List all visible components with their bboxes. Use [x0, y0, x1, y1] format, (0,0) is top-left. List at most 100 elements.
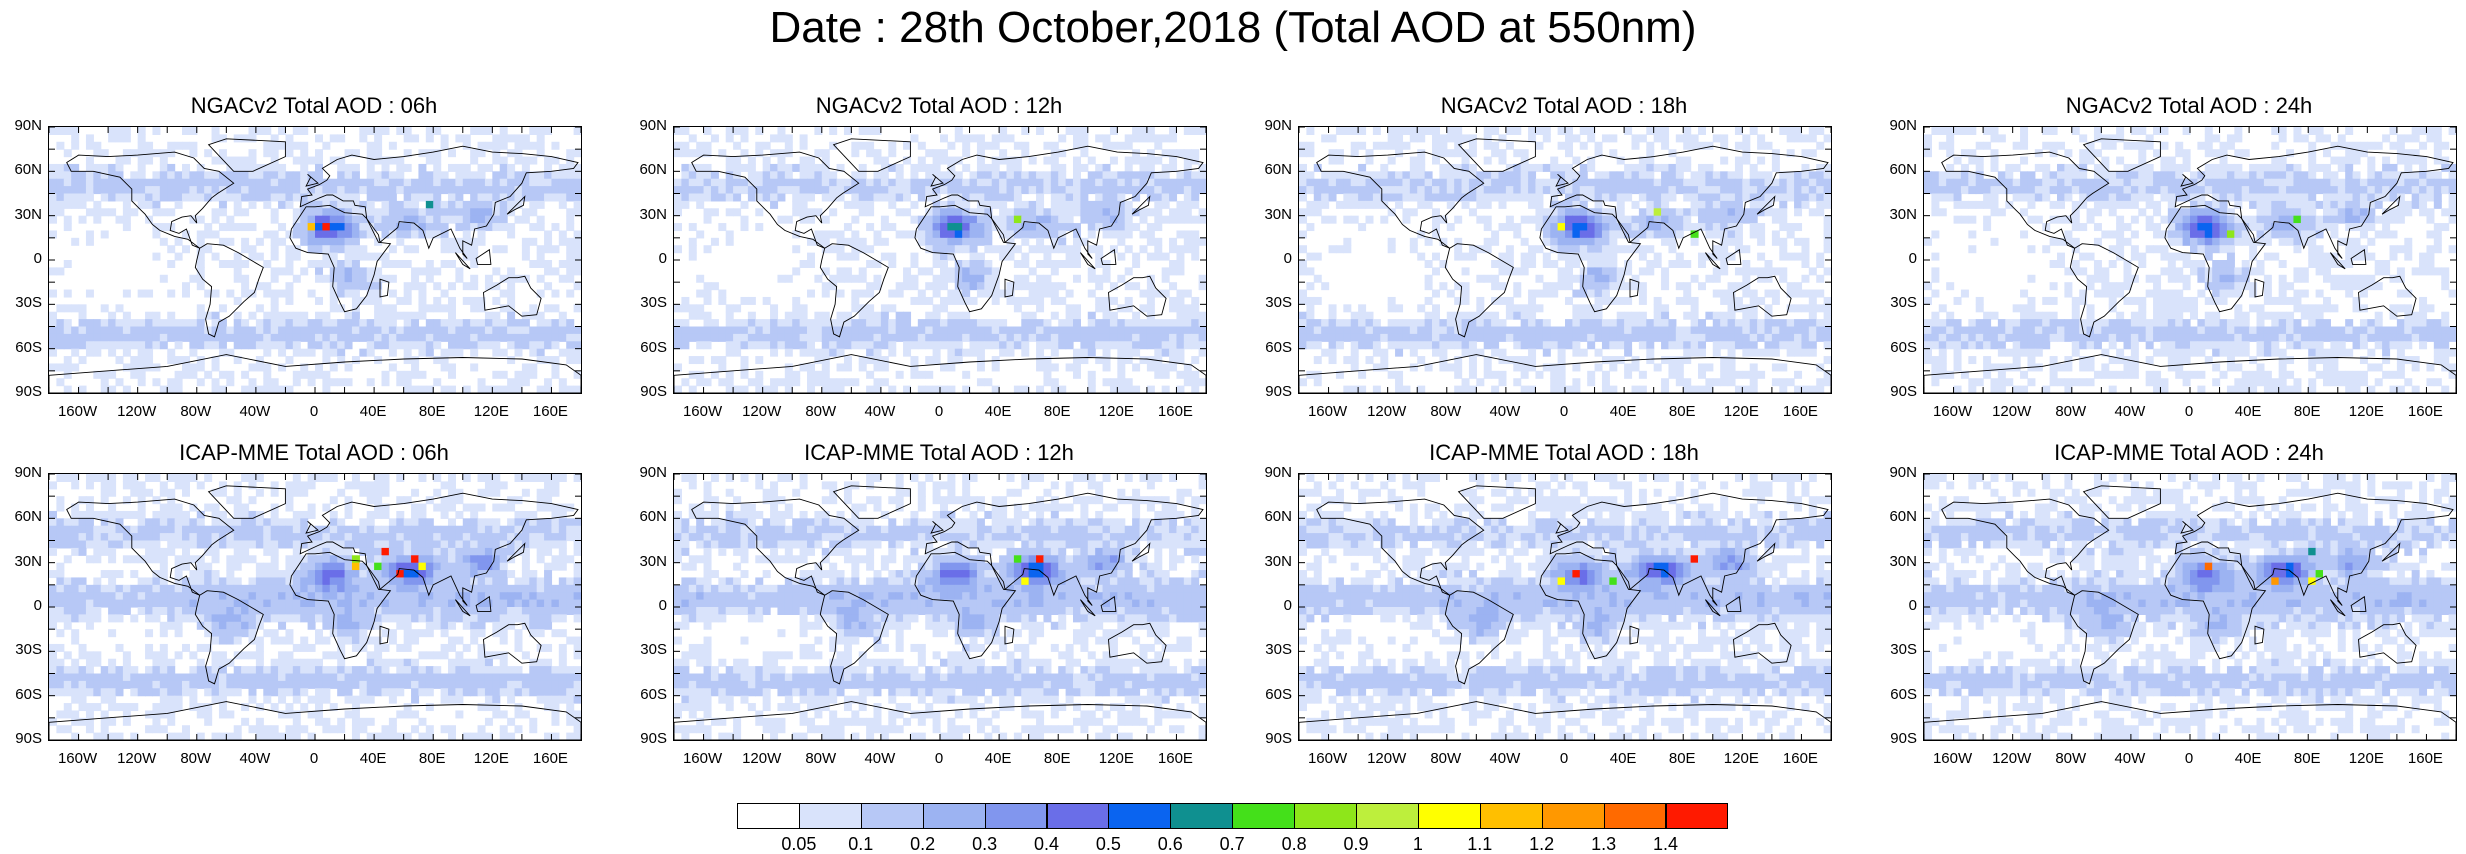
aod-cell — [123, 319, 131, 327]
aod-cell — [478, 164, 486, 172]
aod-cell — [522, 378, 530, 386]
aod-cell — [470, 327, 478, 335]
aod-cell — [116, 134, 124, 142]
aod-cell — [189, 149, 197, 157]
aod-cell — [263, 341, 271, 349]
aod-cell — [79, 319, 87, 327]
aod-cell — [2353, 142, 2361, 150]
aod-cell — [1639, 186, 1647, 194]
aod-cell — [814, 312, 822, 320]
aod-cell — [984, 230, 992, 238]
aod-cell — [1787, 186, 1795, 194]
aod-cell — [970, 238, 978, 246]
aod-cell — [226, 334, 234, 342]
aod-cell — [1199, 282, 1206, 290]
aod-cell — [1329, 356, 1337, 364]
aod-cell — [718, 378, 726, 386]
aod-cell — [175, 371, 183, 379]
aod-cell — [426, 179, 434, 187]
aod-cell — [1765, 290, 1773, 298]
aod-cell — [226, 260, 234, 268]
aod-cell — [352, 201, 360, 209]
aod-map — [1298, 126, 1832, 394]
aod-cell — [955, 216, 963, 224]
aod-cell — [1565, 267, 1573, 275]
lat-tick-label: 30S — [629, 295, 667, 311]
aod-cell — [792, 319, 800, 327]
aod-cell — [1816, 201, 1824, 209]
aod-cell — [851, 304, 859, 312]
aod-cell — [1750, 267, 1758, 275]
aod-cell — [1110, 378, 1118, 386]
aod-cell — [1380, 349, 1388, 357]
aod-cell — [522, 208, 530, 216]
aod-cell — [1314, 356, 1322, 364]
aod-cell — [2057, 142, 2065, 150]
aod-cell — [1021, 282, 1029, 290]
aod-cell — [492, 267, 500, 275]
aod-cell — [566, 171, 574, 179]
aod-cell — [448, 194, 456, 202]
aod-cell — [123, 386, 131, 393]
aod-cell — [1007, 171, 1015, 179]
aod-cell — [970, 327, 978, 335]
aod-cell — [1476, 378, 1484, 386]
aod-cell — [1306, 327, 1314, 335]
aod-cell — [515, 371, 523, 379]
aod-cell — [1661, 142, 1669, 150]
aod-cell — [903, 319, 911, 327]
aod-cell — [1639, 194, 1647, 202]
aod-cell — [1961, 164, 1969, 172]
aod-cell — [271, 171, 279, 179]
aod-cell — [1772, 230, 1780, 238]
aod-cell — [1447, 127, 1455, 135]
aod-cell — [1595, 223, 1603, 231]
aod-cell — [1199, 349, 1206, 357]
aod-cell — [1162, 341, 1170, 349]
aod-cell — [1329, 134, 1337, 142]
aod-cell — [1314, 297, 1322, 305]
aod-cell — [1014, 386, 1022, 393]
aod-cell — [1043, 216, 1051, 224]
aod-cell — [93, 349, 101, 357]
aod-cell — [1110, 142, 1118, 150]
aod-cell — [271, 297, 279, 305]
aod-cell — [1698, 371, 1706, 379]
aod-cell — [492, 157, 500, 165]
aod-cell — [1432, 327, 1440, 335]
aod-cell — [1469, 371, 1477, 379]
aod-cell — [2353, 157, 2361, 165]
aod-cell — [167, 194, 175, 202]
aod-cell — [1976, 164, 1984, 172]
aod-cell — [485, 201, 493, 209]
aod-cell — [1602, 245, 1610, 253]
aod-cell — [718, 186, 726, 194]
aod-cell — [837, 253, 845, 261]
aod-cell — [138, 341, 146, 349]
aod-cell — [1432, 304, 1440, 312]
lon-tick-label: 40E — [348, 404, 398, 420]
aod-cell — [1073, 371, 1081, 379]
aod-cell — [367, 297, 375, 305]
aod-cell — [1750, 171, 1758, 179]
aod-cell — [1632, 164, 1640, 172]
aod-cell — [529, 334, 537, 342]
aod-cell — [1395, 386, 1403, 393]
aod-cell — [999, 208, 1007, 216]
aod-cell — [1014, 297, 1022, 305]
aod-cell — [1103, 230, 1111, 238]
aod-cell — [681, 378, 689, 386]
aod-cell — [1184, 201, 1192, 209]
aod-cell — [322, 186, 330, 194]
aod-cell — [470, 349, 478, 357]
aod-cell — [1469, 194, 1477, 202]
aod-cell — [411, 267, 419, 275]
aod-cell — [1439, 171, 1447, 179]
aod-cell — [1816, 304, 1824, 312]
aod-cell — [814, 371, 822, 379]
aod-cell — [785, 349, 793, 357]
aod-cell — [249, 245, 257, 253]
aod-cell — [1691, 208, 1699, 216]
aod-cell — [1757, 319, 1765, 327]
aod-cell — [1351, 194, 1359, 202]
